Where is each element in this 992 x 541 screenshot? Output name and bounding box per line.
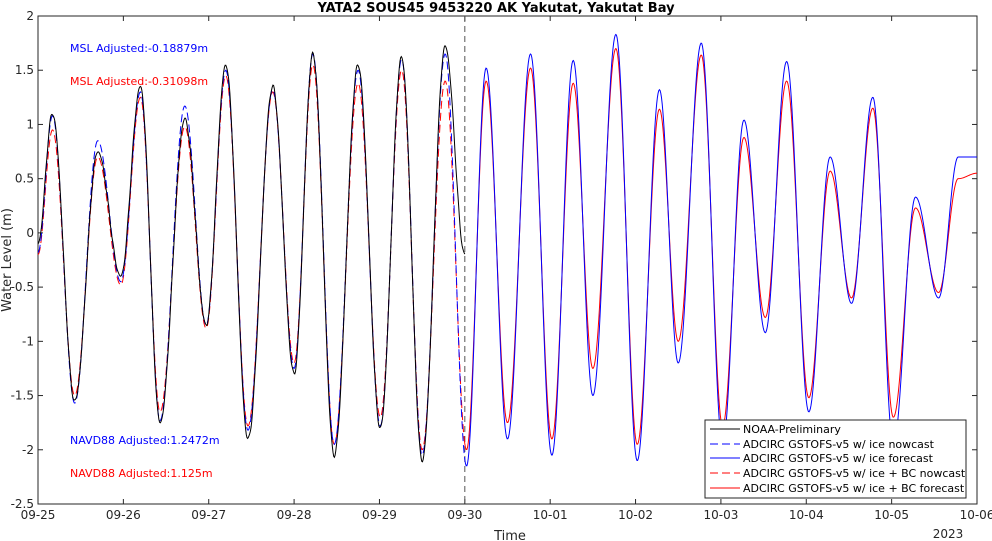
x-year-label: 2023 [933, 527, 964, 541]
chart-title: YATA2 SOUS45 9453220 AK Yakutat, Yakutat… [316, 1, 675, 16]
x-tick-label: 09-28 [277, 508, 312, 522]
annotation-navd-blue: NAVD88 Adjusted:1.2472m [70, 434, 220, 447]
legend-label-ice-bc-forecast: ADCIRC GSTOFS-v5 w/ ice + BC forecast [743, 482, 965, 495]
x-tick-label: 10-03 [703, 508, 738, 522]
x-tick-label: 10-02 [618, 508, 653, 522]
y-tick-label: -2 [22, 443, 34, 457]
legend: NOAA-Preliminary ADCIRC GSTOFS-v5 w/ ice… [704, 419, 967, 499]
annotation-msl-blue: MSL Adjusted:-0.18879m [70, 42, 208, 55]
y-tick-label: -0.5 [11, 280, 34, 294]
x-tick-label: 09-27 [191, 508, 226, 522]
y-tick-label: 0.5 [15, 172, 34, 186]
x-tick-label: 10-05 [874, 508, 909, 522]
x-tick-label: 09-26 [106, 508, 141, 522]
y-tick-label: -1 [22, 334, 34, 348]
x-tick-label: 10-01 [533, 508, 568, 522]
y-tick-label: -2.5 [11, 497, 34, 511]
y-axis-label: Water Level (m) [0, 208, 15, 312]
y-tick-label: -1.5 [11, 389, 34, 403]
series-observed [37, 44, 466, 463]
y-tick-label: 2 [26, 9, 34, 23]
x-tick-label: 10-04 [789, 508, 824, 522]
legend-label-observed: NOAA-Preliminary [743, 423, 841, 436]
y-tick-label: 0 [26, 226, 34, 240]
y-tick-label: 1.5 [15, 63, 34, 77]
annotation-msl-red: MSL Adjusted:-0.31098m [70, 75, 208, 88]
legend-label-ice-forecast: ADCIRC GSTOFS-v5 w/ ice forecast [743, 452, 934, 465]
y-tick-label: 1 [26, 117, 34, 131]
x-tick-label: 09-25 [21, 508, 56, 522]
series-ice-bc-nowcast [37, 64, 466, 451]
legend-box [704, 419, 967, 499]
axis-ticks: 2 1.5 1 0.5 0 -0.5 -1 -1.5 -2 -2.509-25 09-26 09-27… [11, 9, 992, 522]
x-axis-label: Time [493, 529, 526, 541]
legend-label-ice-bc-nowcast: ADCIRC GSTOFS-v5 w/ ice + BC nowcast [743, 467, 966, 480]
x-tick-label: 09-30 [447, 508, 482, 522]
x-tick-label: 09-29 [362, 508, 397, 522]
legend-label-ice-nowcast: ADCIRC GSTOFS-v5 w/ ice nowcast [743, 438, 935, 451]
annotation-navd-red: NAVD88 Adjusted:1.125m [70, 467, 213, 480]
x-tick-label: 10-06 [960, 508, 992, 522]
